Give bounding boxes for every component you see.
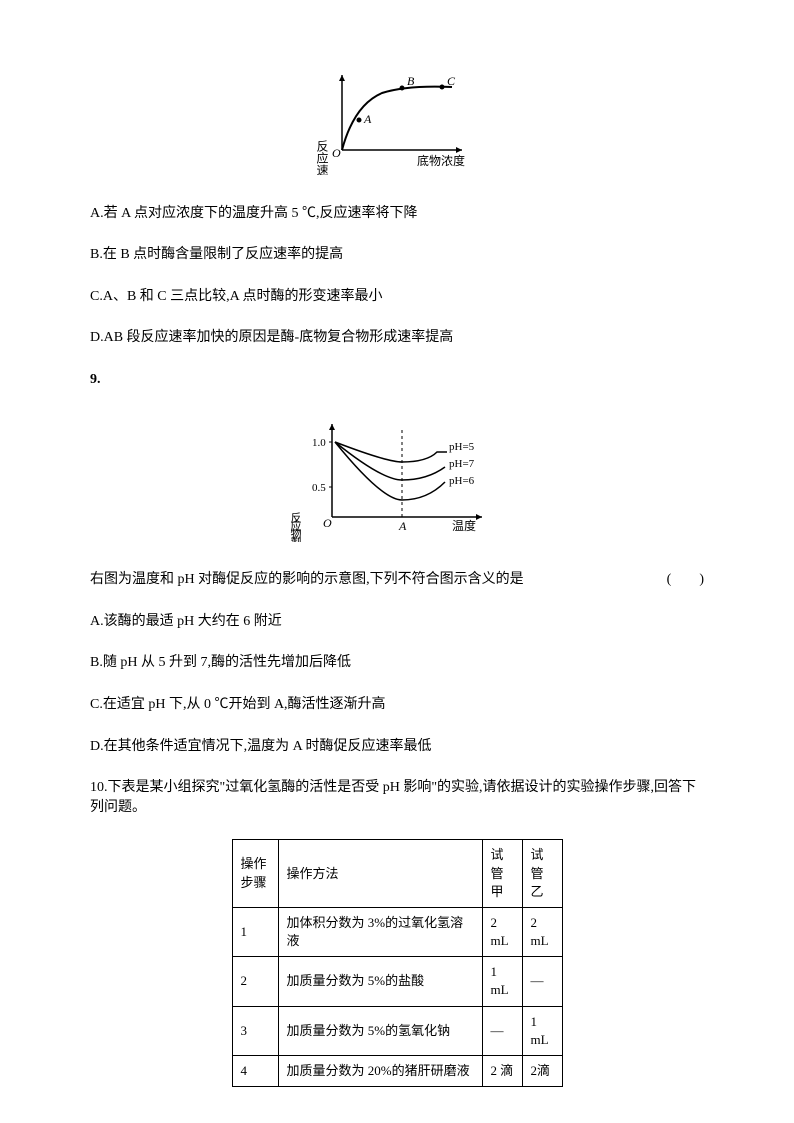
q9-question: 右图为温度和 pH 对酶促反应的影响的示意图,下列不符合图示含义的是 ( ) [90, 570, 704, 590]
chart2-ytick1: 0.5 [312, 482, 326, 494]
q8-optA: A.若 A 点对应浓度下的温度升高 5 ℃,反应速率将下降 [90, 204, 704, 224]
chart2-markerA: A [398, 519, 407, 533]
cell: 2 [232, 957, 278, 1006]
chart2-series2: pH=6 [449, 475, 475, 487]
chart1-pointB: B [407, 74, 415, 88]
table-row: 4 加质量分数为 20%的猪肝研磨液 2 滴 2滴 [232, 1056, 562, 1087]
cell: 2滴 [522, 1056, 562, 1087]
table-row: 3 加质量分数为 5%的氢氧化钠 — 1 mL [232, 1006, 562, 1055]
cell: 2 mL [522, 907, 562, 956]
cell: 2 滴 [482, 1056, 522, 1087]
q10-text: 10.下表是某小组探究"过氧化氢酶的活性是否受 pH 影响"的实验,请依据设计的… [90, 778, 704, 817]
cell: 3 [232, 1006, 278, 1055]
chart2-series1: pH=7 [449, 458, 475, 470]
chart1-pointC: C [447, 74, 456, 88]
th-tubeB: 试管乙 [522, 840, 562, 908]
cell: 加质量分数为 20%的猪肝研磨液 [278, 1056, 482, 1087]
th-method: 操作方法 [278, 840, 482, 908]
cell: 1 mL [522, 1006, 562, 1055]
chart1-ylabel: 反应速率 [315, 140, 329, 175]
th-tubeA: 试管甲 [482, 840, 522, 908]
svg-text:O: O [332, 146, 341, 160]
q9-optD: D.在其他条件适宜情况下,温度为 A 时酶促反应速率最低 [90, 737, 704, 757]
chart2-ylabel: 反应物剩余量(相对值) [289, 511, 302, 541]
svg-text:O: O [323, 516, 332, 530]
th-step: 操作步骤 [232, 840, 278, 908]
cell: 加体积分数为 3%的过氧化氢溶液 [278, 907, 482, 956]
cell: 加质量分数为 5%的氢氧化钠 [278, 1006, 482, 1055]
chart2-ytick0: 1.0 [312, 437, 326, 449]
q9-number: 9. [90, 370, 704, 390]
q9-optA: A.该酶的最适 pH 大约在 6 附近 [90, 612, 704, 632]
table-header-row: 操作步骤 操作方法 试管甲 试管乙 [232, 840, 562, 908]
q8-optB: B.在 B 点时酶含量限制了反应速率的提高 [90, 245, 704, 265]
cell: 2 mL [482, 907, 522, 956]
chart2-xlabel: 温度 [452, 518, 476, 533]
q8-optC: C.A、B 和 C 三点比较,A 点时酶的形变速率最小 [90, 287, 704, 307]
chart1-svg: A B C O 底物浓度 反应速率 [312, 65, 482, 175]
q9-bracket: ( ) [667, 570, 704, 590]
q9-optC: C.在适宜 pH 下,从 0 ℃开始到 A,酶活性逐渐升高 [90, 695, 704, 715]
chart1-xlabel: 底物浓度 [417, 153, 465, 168]
chart2-container: 1.0 0.5 A pH=5 pH=7 pH=6 O 温度 反应物剩余量(相对值… [90, 412, 704, 549]
q9-question-text: 右图为温度和 pH 对酶促反应的影响的示意图,下列不符合图示含义的是 [90, 572, 524, 587]
cell: — [522, 957, 562, 1006]
chart1-container: A B C O 底物浓度 反应速率 [90, 65, 704, 182]
cell: — [482, 1006, 522, 1055]
cell: 4 [232, 1056, 278, 1087]
q8-optD: D.AB 段反应速率加快的原因是酶-底物复合物形成速率提高 [90, 328, 704, 348]
cell: 1 [232, 907, 278, 956]
q10-table: 操作步骤 操作方法 试管甲 试管乙 1 加体积分数为 3%的过氧化氢溶液 2 m… [232, 839, 563, 1087]
cell: 1 mL [482, 957, 522, 1006]
table-row: 1 加体积分数为 3%的过氧化氢溶液 2 mL 2 mL [232, 907, 562, 956]
table-row: 2 加质量分数为 5%的盐酸 1 mL — [232, 957, 562, 1006]
chart1-pointA: A [363, 112, 372, 126]
chart2-svg: 1.0 0.5 A pH=5 pH=7 pH=6 O 温度 反应物剩余量(相对值… [287, 412, 507, 542]
chart2-series0: pH=5 [449, 441, 475, 453]
cell: 加质量分数为 5%的盐酸 [278, 957, 482, 1006]
q9-optB: B.随 pH 从 5 升到 7,酶的活性先增加后降低 [90, 653, 704, 673]
